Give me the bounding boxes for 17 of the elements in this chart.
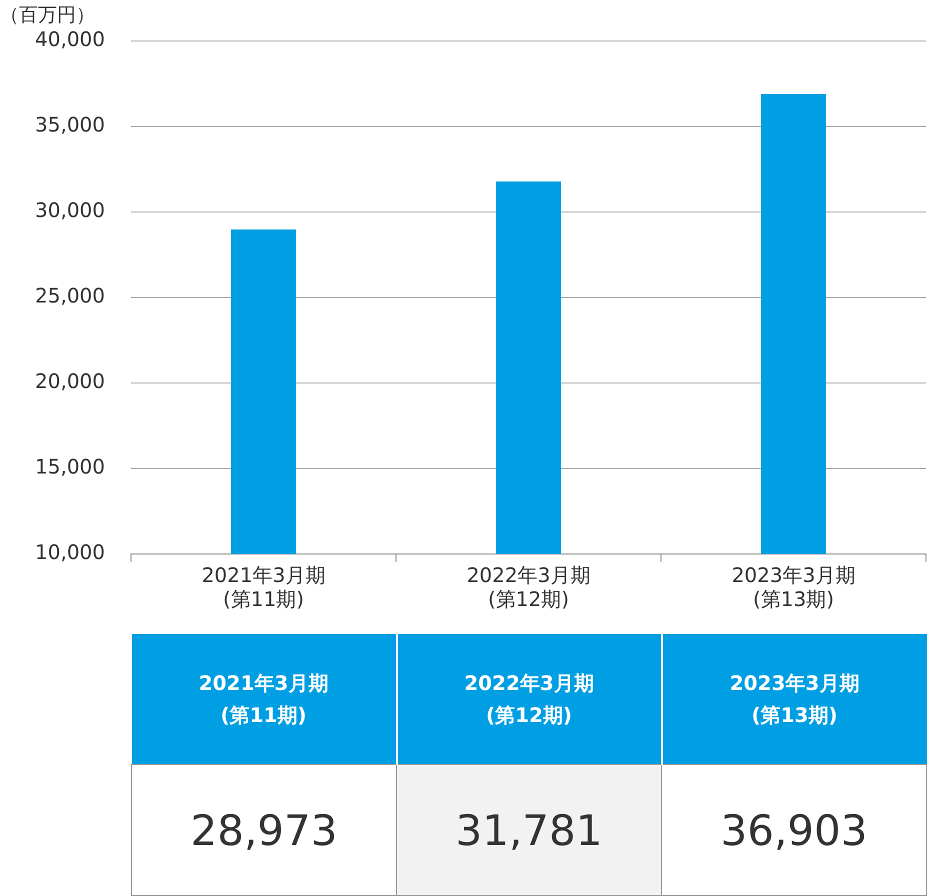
x-tick-label: 2021年3月期 (第11期) <box>202 563 326 612</box>
y-tick-label: 40,000 <box>35 27 105 52</box>
y-tick-label: 25,000 <box>35 284 105 308</box>
y-axis-title: （百万円） <box>0 3 95 28</box>
y-tick-label: 10,000 <box>35 540 105 564</box>
y-tick-label: 15,000 <box>35 454 105 479</box>
category-label: 2021年3月期 (第11期) <box>198 671 328 727</box>
x-tick-label: 2023年3月期 (第13期) <box>732 563 856 612</box>
y-tick-label: 20,000 <box>35 369 105 394</box>
y-tick-label: 30,000 <box>35 198 105 222</box>
category-label: 2023年3月期 (第13期) <box>730 671 860 727</box>
x-tick-label: 2022年3月期 (第12期) <box>466 563 590 612</box>
category-label: 2022年3月期 (第12期) <box>464 671 594 727</box>
data-label: 28,973 <box>132 764 396 896</box>
data-label: 31,781 <box>396 764 662 896</box>
data-label: 36,903 <box>662 764 926 896</box>
y-tick-label: 35,000 <box>35 112 105 137</box>
